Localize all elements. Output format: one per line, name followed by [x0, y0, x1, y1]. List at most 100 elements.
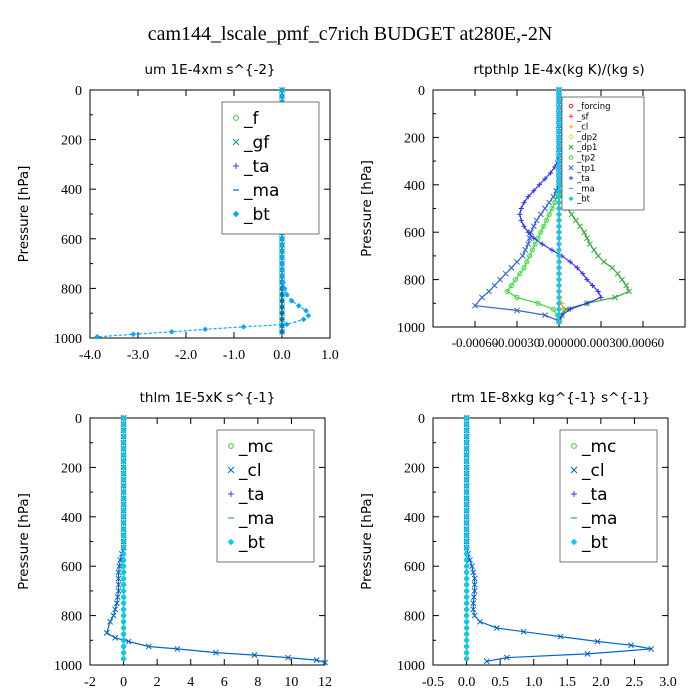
data-point: [556, 98, 562, 105]
data-point: [532, 241, 538, 247]
data-point: [174, 645, 181, 652]
legend-marker: [227, 538, 235, 546]
data-point: [120, 563, 127, 570]
y-tick-label: 200: [61, 461, 82, 476]
y-tick-label: 0: [75, 412, 82, 427]
data-point: [556, 187, 562, 194]
legend-marker: [568, 175, 574, 181]
data-point: [556, 312, 562, 319]
data-point: [531, 235, 537, 241]
data-point: [463, 501, 470, 508]
y-axis-label: Pressure [hPa]: [359, 160, 375, 257]
data-point: [591, 247, 597, 253]
x-tick-label: 2.5: [626, 675, 644, 690]
data-point: [556, 169, 562, 176]
data-point: [535, 300, 541, 306]
data-point: [463, 649, 470, 656]
data-point: [463, 415, 470, 421]
data-point: [556, 158, 562, 165]
data-point: [556, 247, 562, 253]
data-point: [556, 306, 562, 313]
data-point: [120, 427, 127, 434]
data-point: [471, 612, 478, 619]
data-point: [288, 297, 295, 304]
data-point: [212, 649, 219, 656]
data-point: [463, 575, 470, 582]
y-tick-label: 1000: [397, 659, 425, 674]
legend-label: _sf: [576, 112, 590, 122]
legend-label: _ma: [581, 509, 617, 529]
data-point: [463, 544, 470, 551]
data-point: [556, 140, 562, 147]
legend-label: _ma: [243, 181, 279, 201]
data-point: [556, 258, 562, 265]
data-point: [120, 655, 127, 662]
legend-label: _ta: [238, 485, 265, 505]
data-point: [115, 569, 122, 576]
legend-box: [559, 429, 658, 563]
data-point: [612, 294, 618, 301]
legend-label: _mc: [581, 437, 616, 457]
data-point: [120, 631, 127, 638]
data-point: [251, 652, 258, 659]
data-point: [471, 594, 477, 601]
series-bt: [463, 415, 470, 662]
data-point: [537, 211, 544, 218]
data-point: [556, 193, 562, 200]
x-tick-label: 12: [318, 675, 332, 690]
x-tick-label: 3.0: [659, 675, 677, 690]
data-point: [145, 643, 152, 650]
data-point: [493, 624, 500, 631]
data-point: [463, 464, 470, 471]
data-point: [556, 205, 562, 212]
data-point: [295, 302, 302, 309]
legend-marker: [232, 138, 240, 146]
x-tick-label: 1.0: [321, 348, 339, 363]
data-point: [120, 458, 127, 465]
legend-label: _ta: [243, 157, 270, 177]
data-point: [556, 104, 562, 111]
data-point: [112, 634, 119, 641]
data-point: [580, 271, 586, 277]
data-point: [120, 439, 127, 446]
data-point: [514, 307, 520, 314]
data-point: [463, 495, 470, 502]
series-line: [506, 90, 560, 322]
x-tick-label: 1.5: [559, 675, 577, 690]
data-point: [542, 176, 548, 182]
data-point: [556, 276, 562, 283]
legend: _mc _cl _ta _ma _bt: [559, 429, 658, 563]
data-point: [556, 175, 562, 182]
data-point: [527, 253, 533, 259]
data-point: [463, 569, 470, 576]
data-point: [463, 520, 470, 526]
data-point: [595, 252, 602, 259]
legend-marker: [227, 466, 235, 474]
x-tick-label: 6: [221, 675, 228, 690]
data-point: [466, 557, 473, 563]
legend-label: _ma: [576, 184, 595, 194]
legend: _f _gf _ta _ma _bt: [221, 101, 320, 235]
data-point: [538, 229, 544, 235]
data-point: [120, 507, 127, 514]
data-point: [556, 211, 562, 218]
data-point: [120, 501, 127, 508]
data-point: [556, 199, 562, 206]
data-point: [556, 134, 562, 141]
data-point: [504, 288, 510, 295]
data-point: [120, 550, 127, 557]
legend-marker: [568, 196, 574, 202]
legend-marker: [228, 443, 234, 449]
data-point: [556, 116, 562, 123]
x-tick-label: 0.00030: [580, 335, 622, 350]
data-point: [586, 241, 593, 248]
data-point: [120, 513, 127, 520]
data-point: [300, 316, 307, 323]
y-tick-label: 1000: [54, 659, 82, 674]
data-point: [240, 323, 247, 330]
data-point: [94, 333, 101, 340]
data-point: [281, 285, 288, 292]
legend-label: _ta: [576, 174, 590, 184]
y-tick-label: 1000: [397, 321, 425, 336]
